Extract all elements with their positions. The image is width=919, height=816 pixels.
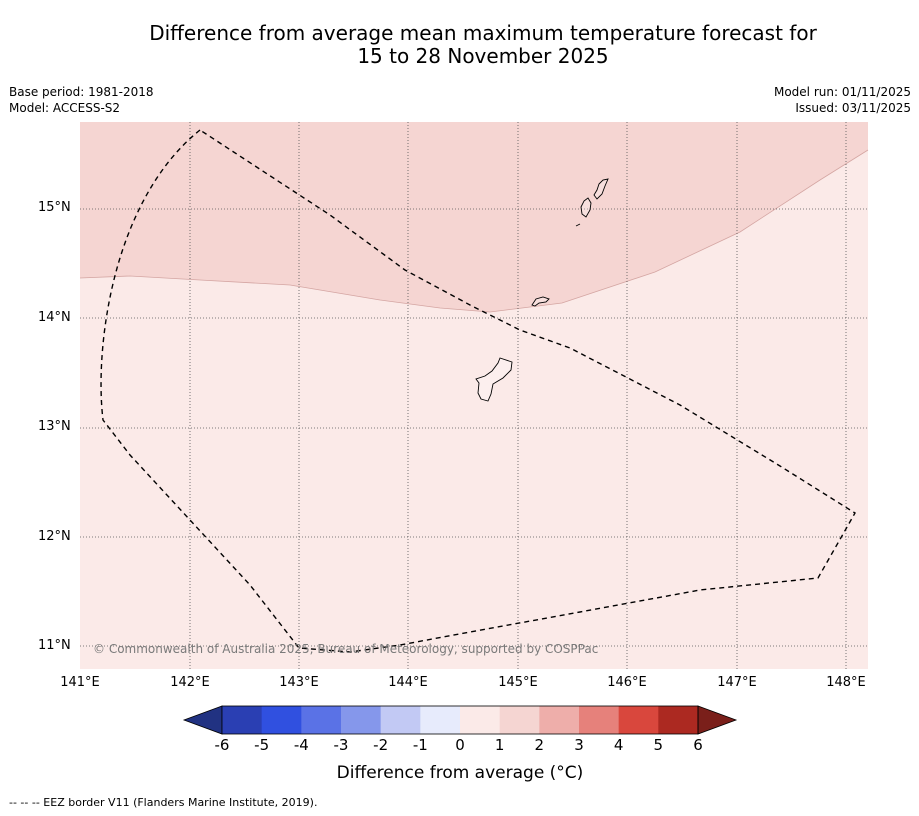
- model-name: Model: ACCESS-S2: [9, 101, 121, 115]
- colorbar-frame: [221, 705, 699, 735]
- colorbar-extend-high: [697, 705, 738, 735]
- colorbar-tick-label: -1: [412, 736, 428, 754]
- lat-label-12: 12°N: [38, 529, 71, 544]
- lon-label-145: 145°E: [498, 675, 538, 690]
- tinian-island: [580, 197, 592, 218]
- colorbar-swatch: [380, 706, 421, 734]
- aguijan-islet: [575, 223, 581, 227]
- colorbar-tick-label: 1: [494, 736, 505, 754]
- title-line-2: 15 to 28 November 2025: [357, 44, 609, 68]
- saipan-island: [593, 178, 609, 200]
- lat-label-13: 13°N: [38, 419, 71, 434]
- gridlines: [80, 122, 868, 669]
- colorbar-swatch: [539, 706, 580, 734]
- colorbar: [182, 705, 738, 735]
- anomaly-contour: [79, 149, 869, 313]
- colorbar-tick-label: 3: [574, 736, 584, 754]
- lon-label-143: 143°E: [279, 675, 319, 690]
- colorbar-swatch: [301, 706, 342, 734]
- lon-label-147: 147°E: [717, 675, 757, 690]
- colorbar-tick-label: -5: [254, 736, 270, 754]
- chart-title: Difference from average mean maximum tem…: [0, 22, 919, 68]
- lat-label-15: 15°N: [38, 200, 71, 215]
- colorbar-swatch: [460, 706, 501, 734]
- base-period: Base period: 1981-2018: [9, 85, 154, 99]
- colorbar-swatch: [261, 706, 302, 734]
- colorbar-swatch: [420, 706, 461, 734]
- anomaly-region-1-2: [80, 122, 868, 312]
- colorbar-tick-label: 0: [455, 736, 465, 754]
- eez-footnote: -- -- -- EEZ border V11 (Flanders Marine…: [9, 796, 318, 809]
- colorbar-tick-label: -3: [333, 736, 349, 754]
- colorbar-swatch: [499, 706, 540, 734]
- model-run: Model run: 01/11/2025: [773, 85, 911, 99]
- copyright-notice: © Commonwealth of Australia 2025, Bureau…: [93, 642, 599, 656]
- colorbar-extend-low: [182, 705, 223, 735]
- colorbar-label: Difference from average (°C): [336, 763, 584, 783]
- guam-island: [475, 357, 513, 402]
- lon-label-141: 141°E: [60, 675, 100, 690]
- colorbar-swatch: [579, 706, 620, 734]
- lon-label-148: 148°E: [826, 675, 866, 690]
- eez-border: [100, 129, 856, 653]
- colorbar-swatch: [618, 706, 659, 734]
- colorbar-swatch: [341, 706, 382, 734]
- lat-label-14: 14°N: [38, 310, 71, 325]
- colorbar-tick-label: -2: [373, 736, 389, 754]
- colorbar-tick-label: -4: [293, 736, 309, 754]
- colorbar-tick-label: 6: [693, 736, 703, 754]
- colorbar-tick-label: 2: [534, 736, 545, 754]
- colorbar-tick-label: 4: [613, 736, 624, 754]
- meta-right: Model run: 01/11/2025 Issued: 03/11/2025: [774, 84, 911, 116]
- title-line-1: Difference from average mean maximum tem…: [149, 21, 817, 45]
- lat-label-11: 11°N: [38, 638, 71, 653]
- issued-date: Issued: 03/11/2025: [795, 101, 911, 115]
- colorbar-swatch: [222, 706, 263, 734]
- meta-left: Base period: 1981-2018 Model: ACCESS-S2: [9, 84, 154, 116]
- colorbar-tick-label: 5: [653, 736, 664, 754]
- rota-island: [531, 296, 550, 307]
- colorbar-swatch: [658, 706, 699, 734]
- lon-label-142: 142°E: [170, 675, 210, 690]
- colorbar-tick-label: -6: [214, 736, 230, 754]
- lon-label-144: 144°E: [388, 675, 428, 690]
- lon-label-146: 146°E: [607, 675, 647, 690]
